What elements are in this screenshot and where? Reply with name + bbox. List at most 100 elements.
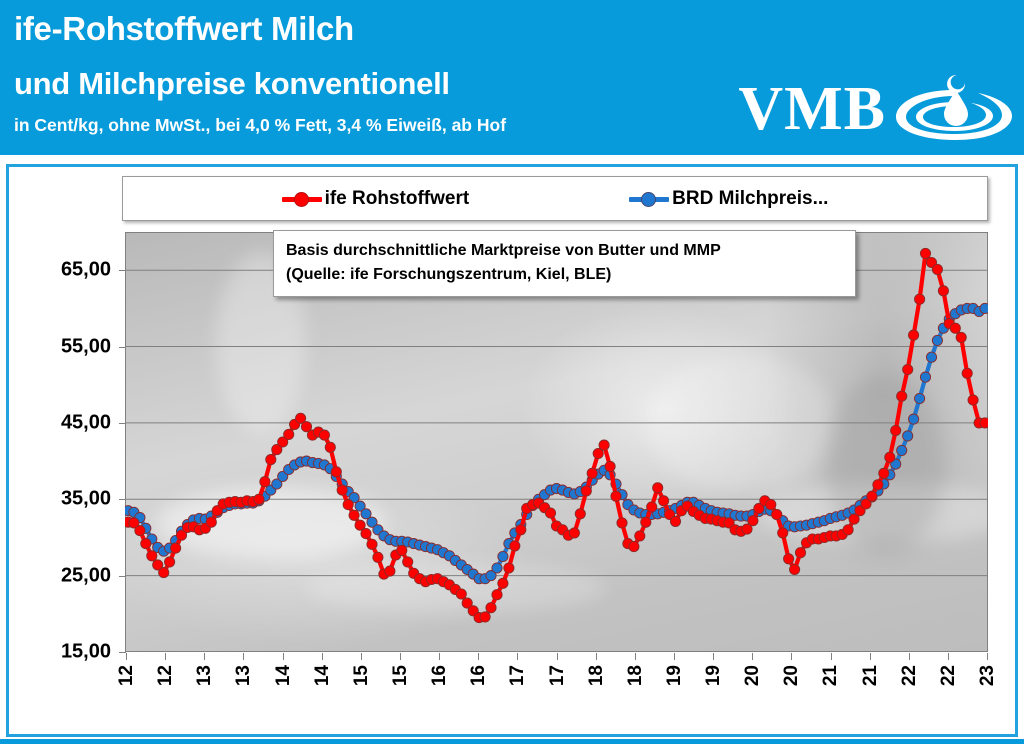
data-point xyxy=(765,499,777,511)
footer-bar xyxy=(0,739,1024,744)
data-point xyxy=(908,329,920,341)
data-point xyxy=(592,447,604,460)
y-axis-tick-mark xyxy=(119,652,126,653)
x-axis-tick-label: 14 xyxy=(272,665,294,687)
vmb-logo: VMB xyxy=(738,72,1014,146)
data-point xyxy=(979,302,988,314)
x-axis: 12 12 13 13 14 14 15 15 16 16 17 17 18 18 19 19 20 20 21 21… xyxy=(116,653,998,733)
legend-item-brd-milchpreis[interactable]: BRD Milchpreis... xyxy=(629,188,828,210)
data-point xyxy=(479,611,491,623)
data-point xyxy=(652,482,664,494)
x-axis-tick-mark xyxy=(165,653,167,660)
data-point xyxy=(271,444,283,456)
data-point xyxy=(919,371,932,383)
data-point xyxy=(747,515,759,527)
series-line xyxy=(125,251,988,620)
data-point xyxy=(741,523,753,535)
x-axis-tick-mark xyxy=(360,653,362,660)
data-point xyxy=(967,394,979,406)
x-axis-tick-label: 14 xyxy=(311,665,333,687)
data-point xyxy=(366,538,378,550)
x-axis-tick-label: 21 xyxy=(859,665,881,687)
data-point xyxy=(330,466,342,478)
data-point xyxy=(259,476,271,488)
legend-label-ife-rohstoffwert: ife Rohstoffwert xyxy=(324,187,470,209)
data-point xyxy=(461,597,473,609)
data-point xyxy=(509,540,521,552)
x-axis-tick-label: 15 xyxy=(389,665,411,687)
data-point xyxy=(669,515,682,527)
data-point xyxy=(342,499,354,511)
x-axis-tick-label: 12 xyxy=(116,665,137,687)
data-point xyxy=(640,516,652,528)
data-point xyxy=(134,525,146,537)
data-point xyxy=(771,508,783,521)
x-axis-tick-mark xyxy=(517,653,519,660)
x-axis-tick-mark xyxy=(478,653,480,660)
legend-marker-red-icon xyxy=(281,191,322,207)
y-axis-tick-label: 65,00 xyxy=(60,258,111,281)
chart-legend[interactable]: ife Rohstoffwert BRD Milchpreis... xyxy=(122,176,988,221)
x-axis-tick-label: 18 xyxy=(585,665,607,687)
data-point xyxy=(568,527,580,539)
x-axis-tick-label: 23 xyxy=(977,665,998,687)
x-axis-tick-mark xyxy=(400,653,401,660)
series-layer xyxy=(125,247,988,624)
data-point xyxy=(396,544,408,556)
data-point xyxy=(604,460,616,472)
x-axis-tick-mark xyxy=(673,653,675,660)
data-point xyxy=(919,247,932,259)
data-point xyxy=(574,508,586,520)
x-axis-tick-label: 12 xyxy=(155,665,177,687)
data-point xyxy=(544,507,557,519)
x-axis-tick-label: 20 xyxy=(781,665,803,687)
plot-area: Basis durchschnittliche Marktpreise von … xyxy=(125,230,988,652)
data-point xyxy=(497,577,509,589)
x-axis-tick-mark xyxy=(908,653,910,660)
data-point xyxy=(164,556,176,568)
series-brd-milchpreis xyxy=(125,302,988,585)
y-axis-tick-label: 15,00 xyxy=(60,640,111,663)
data-point xyxy=(253,493,265,505)
data-point xyxy=(265,454,277,466)
milk-drop-ripple-icon xyxy=(896,74,1012,140)
data-point xyxy=(902,363,914,376)
legend-item-ife-rohstoffwert[interactable]: ife Rohstoffwert xyxy=(281,187,470,210)
data-point xyxy=(140,538,152,550)
x-axis-tick-mark xyxy=(830,653,832,660)
y-axis-tick-label: 25,00 xyxy=(60,564,111,587)
data-point xyxy=(271,478,283,490)
data-point xyxy=(616,517,628,529)
data-point xyxy=(890,424,902,437)
data-point xyxy=(354,500,366,512)
data-point xyxy=(955,331,967,343)
data-point xyxy=(372,551,384,563)
x-axis-tick-mark xyxy=(595,653,597,660)
y-axis-tick-mark xyxy=(119,499,126,501)
data-point xyxy=(937,285,949,297)
data-point xyxy=(360,508,372,520)
y-axis-tick-label: 45,00 xyxy=(60,411,111,434)
x-axis-tick-mark xyxy=(752,653,754,660)
x-axis-tick-label: 22 xyxy=(898,665,920,687)
data-point xyxy=(884,451,896,463)
x-axis-tick-label: 17 xyxy=(546,665,568,687)
data-point xyxy=(610,490,622,502)
data-point xyxy=(878,467,890,479)
data-point xyxy=(146,550,158,562)
data-point xyxy=(866,490,878,502)
data-point xyxy=(503,562,515,574)
x-axis-tick-label: 17 xyxy=(507,665,529,687)
data-point xyxy=(354,519,366,531)
data-point xyxy=(491,562,503,574)
series-line xyxy=(125,306,988,581)
x-axis-tick-mark xyxy=(439,653,441,660)
data-point xyxy=(300,421,313,433)
data-point xyxy=(277,470,289,482)
annotation-line1: Basis durchschnittliche Marktpreise von … xyxy=(286,242,721,259)
x-axis-tick-mark xyxy=(126,653,127,660)
x-axis-tick-mark xyxy=(321,653,323,660)
data-point xyxy=(485,602,497,614)
x-axis-tick-mark xyxy=(713,653,714,660)
data-point xyxy=(598,439,610,451)
